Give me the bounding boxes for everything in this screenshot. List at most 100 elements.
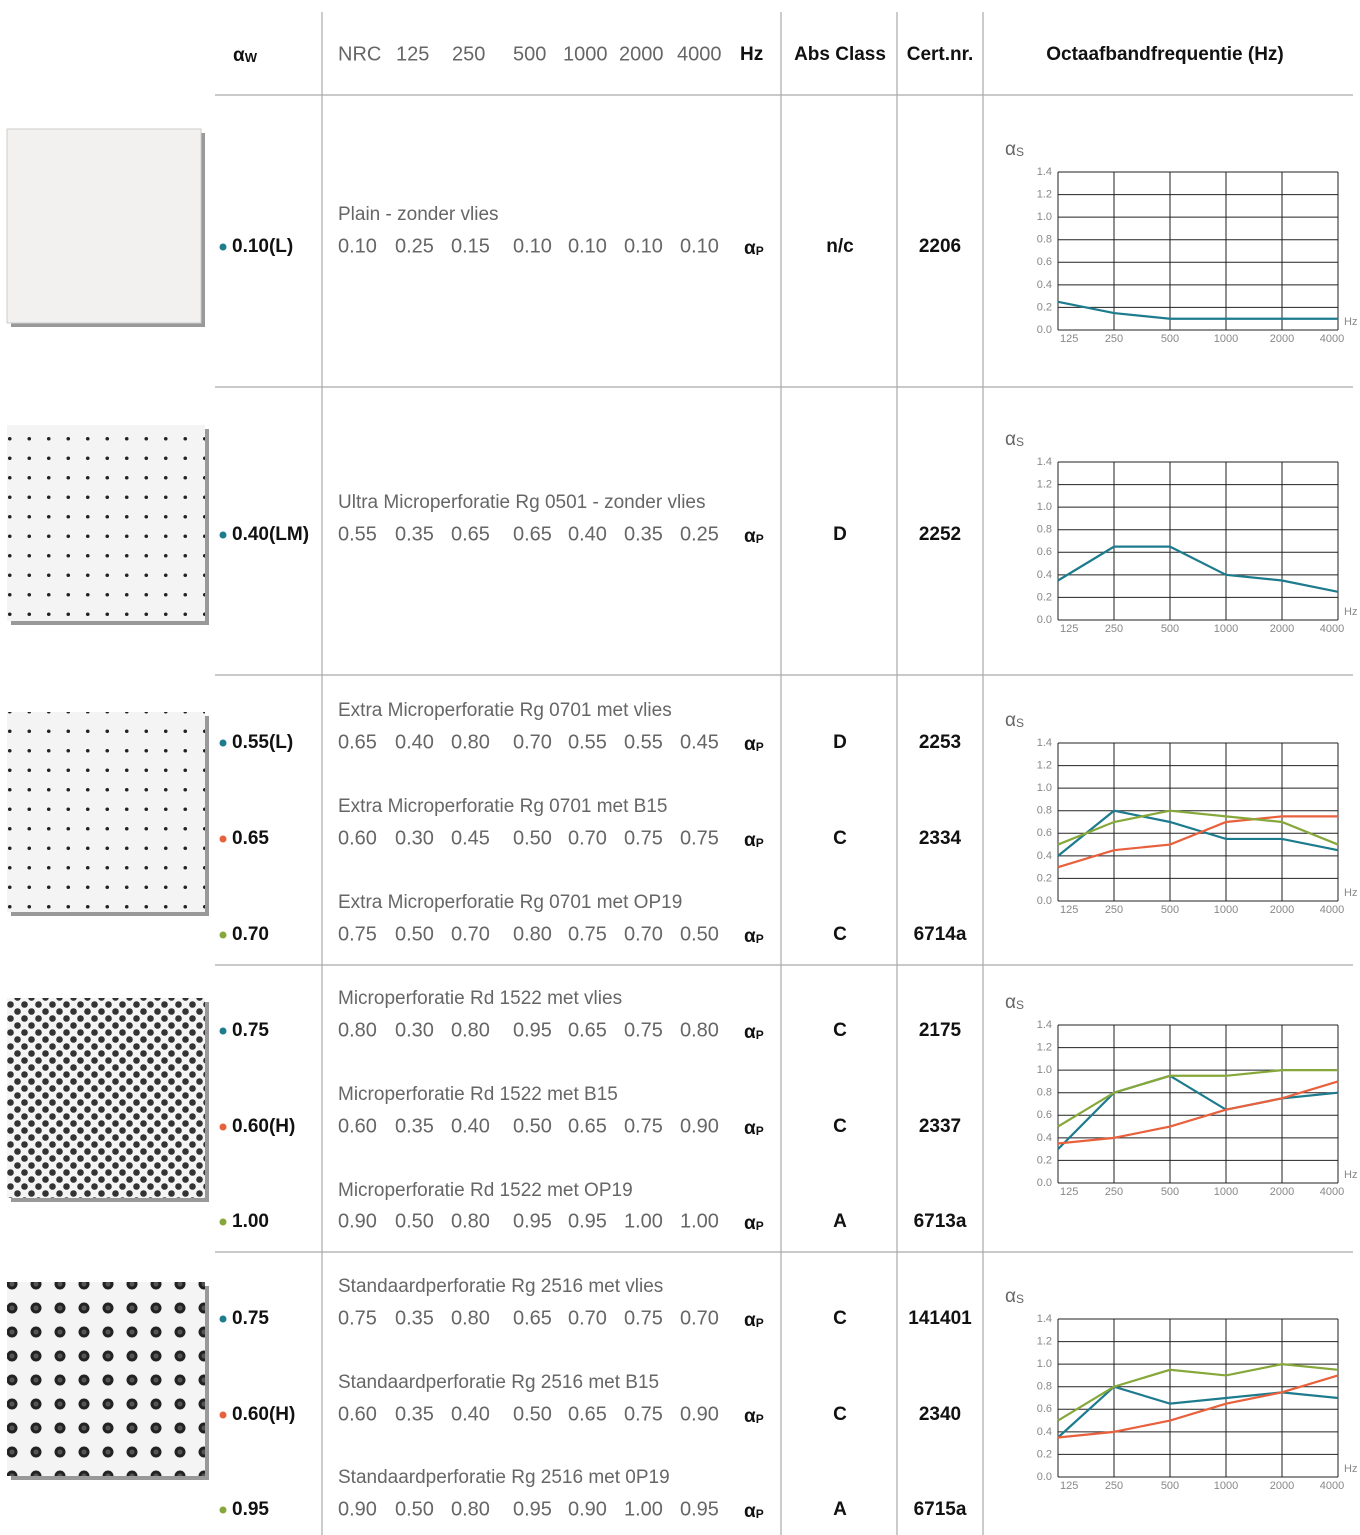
product-name: Plain - zonder vlies [338, 204, 499, 225]
value: 0.65 [513, 1307, 552, 1329]
abs-class: C [833, 924, 847, 945]
value: 0.90 [338, 1210, 377, 1232]
product-name: Standaardperforatie Rg 2516 met B15 [338, 1372, 659, 1393]
x-tick-label: 125 [1060, 1480, 1078, 1492]
value: 0.70 [568, 827, 607, 849]
product-name: Extra Microperforatie Rg 0701 met vlies [338, 700, 672, 721]
subscript: P [756, 932, 764, 946]
y-tick-label: 0.0 [1037, 895, 1052, 907]
product-name: Standaardperforatie Rg 2516 met vlies [338, 1276, 663, 1297]
y-tick-label: 0.2 [1037, 1448, 1052, 1460]
column-header: 500 [513, 43, 546, 65]
series-line [1057, 300, 1338, 320]
abs-class: C [833, 1020, 847, 1041]
value: 0.65 [338, 731, 377, 753]
series-line [1057, 809, 1339, 857]
value: 0.75 [624, 1403, 663, 1425]
alpha: α [233, 45, 245, 66]
alpha-w-value: 0.75 [232, 1308, 269, 1329]
y-tick-label: 1.4 [1037, 456, 1052, 468]
alpha: α [744, 526, 756, 547]
value: 0.35 [395, 523, 434, 545]
value: 0.65 [568, 1019, 607, 1041]
value: 0.50 [395, 923, 434, 945]
alpha: α [744, 1022, 756, 1043]
x-tick-label: 2000 [1270, 333, 1294, 345]
cert-number: 2175 [919, 1020, 962, 1041]
value: 0.60 [338, 1115, 377, 1137]
cert-number: 6714a [914, 924, 967, 945]
abs-class: D [833, 524, 847, 545]
hz-header: Hz [740, 44, 763, 65]
x-tick-label: 2000 [1270, 1186, 1294, 1198]
subscript: P [756, 1124, 764, 1138]
subscript: P [756, 740, 764, 754]
series-dot [219, 1315, 227, 1323]
series-line [1057, 1374, 1339, 1439]
cert-number: 2252 [919, 524, 961, 545]
abs-class: A [833, 1499, 847, 1520]
alpha: α [744, 734, 756, 755]
value: 0.90 [338, 1498, 377, 1520]
subscript: P [756, 244, 764, 258]
cert-number: 6713a [914, 1211, 967, 1232]
series-dot [219, 1218, 227, 1226]
value: 0.45 [680, 731, 719, 753]
alpha-symbol: αS [1005, 429, 1024, 450]
series-line [1057, 1069, 1338, 1128]
cert-number: 2334 [919, 828, 962, 849]
value: 0.90 [680, 1115, 719, 1137]
y-tick-label: 0.2 [1037, 591, 1052, 603]
cert-number: 2253 [919, 732, 961, 753]
abs-class: n/c [826, 236, 854, 257]
y-tick-label: 1.2 [1037, 478, 1052, 490]
y-tick-label: 0.4 [1037, 850, 1052, 862]
x-tick-label: 125 [1060, 1186, 1078, 1198]
series-dot [219, 835, 227, 843]
x-tick-label: 250 [1105, 333, 1123, 345]
value: 0.80 [451, 1210, 490, 1232]
abs-class: C [833, 828, 847, 849]
tile-pattern [7, 998, 205, 1198]
chart-header: Octaafbandfrequentie (Hz) [1046, 44, 1284, 65]
series-line [1057, 1385, 1339, 1439]
x-tick-label: 250 [1105, 623, 1123, 635]
x-tick-label: 2000 [1270, 904, 1294, 916]
alpha-w-value: 1.00 [232, 1211, 269, 1232]
value: 0.45 [451, 827, 490, 849]
y-tick-label: 1.2 [1037, 759, 1052, 771]
alpha-w-value: 0.40(LM) [232, 524, 309, 545]
x-unit: Hz [1344, 1169, 1357, 1181]
x-tick-label: 4000 [1320, 623, 1344, 635]
alpha-w-value: 0.60(H) [232, 1116, 295, 1137]
subscript: S [1016, 1292, 1024, 1306]
cert-number: 6715a [914, 1499, 967, 1520]
alpha-symbol: αP [744, 734, 764, 755]
product-name: Microperforatie Rd 1522 met B15 [338, 1084, 618, 1105]
value: 0.50 [513, 1403, 552, 1425]
value: 0.65 [568, 1115, 607, 1137]
y-tick-label: 0.0 [1037, 1177, 1052, 1189]
alpha-w-value: 0.70 [232, 924, 269, 945]
x-tick-label: 500 [1161, 623, 1179, 635]
alpha: α [744, 1118, 756, 1139]
value: 0.95 [513, 1019, 552, 1041]
x-tick-label: 250 [1105, 904, 1123, 916]
y-tick-label: 0.6 [1037, 256, 1052, 268]
alpha-w-value: 0.60(H) [232, 1404, 295, 1425]
value: 0.55 [338, 523, 377, 545]
y-tick-label: 0.4 [1037, 1132, 1052, 1144]
value: 0.60 [338, 1403, 377, 1425]
alpha-symbol: αS [1005, 992, 1024, 1013]
value: 0.95 [680, 1498, 719, 1520]
value: 0.25 [680, 523, 719, 545]
x-tick-label: 4000 [1320, 1480, 1344, 1492]
alpha-symbol: αP [744, 238, 764, 259]
value: 0.70 [451, 923, 490, 945]
product-name: Microperforatie Rd 1522 met OP19 [338, 1180, 633, 1201]
value: 0.55 [624, 731, 663, 753]
y-tick-label: 0.2 [1037, 301, 1052, 313]
series-line [1057, 1363, 1339, 1422]
alpha-w-value: 0.65 [232, 828, 269, 849]
subscript: P [756, 1219, 764, 1233]
